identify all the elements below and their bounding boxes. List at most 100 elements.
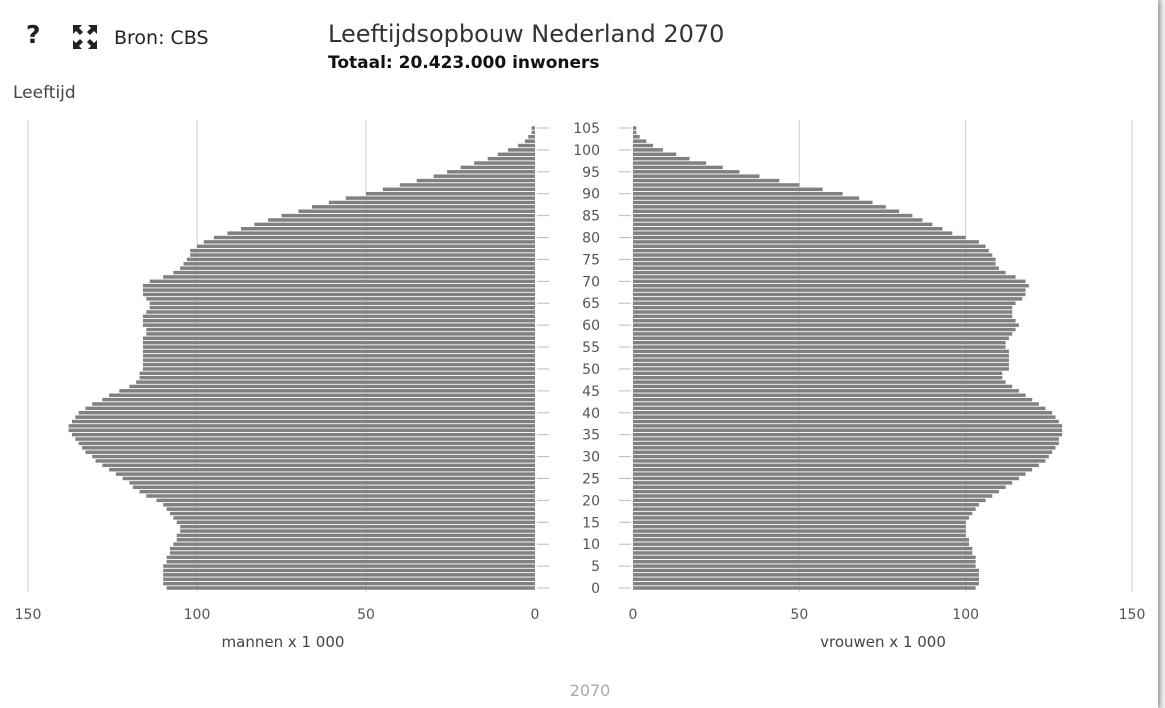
bar-female bbox=[633, 222, 933, 227]
bar-male bbox=[139, 375, 536, 380]
bar-male bbox=[518, 143, 535, 148]
bar-male bbox=[122, 476, 535, 481]
bar-female bbox=[633, 564, 976, 568]
bar-female bbox=[633, 314, 1013, 319]
bar-male bbox=[180, 266, 535, 270]
bar-female bbox=[633, 244, 986, 249]
bar-male bbox=[139, 489, 536, 494]
bar-female bbox=[633, 459, 1046, 463]
bar-female bbox=[633, 568, 979, 573]
bar-female bbox=[633, 371, 1003, 376]
bar-male bbox=[176, 533, 535, 538]
age-tick-label: 45 bbox=[582, 384, 600, 400]
bar-male bbox=[142, 345, 536, 349]
bar-female bbox=[633, 454, 1049, 459]
bar-male bbox=[163, 275, 535, 279]
bar-male bbox=[433, 174, 535, 178]
bar-male bbox=[146, 297, 536, 301]
bar-female bbox=[633, 573, 979, 577]
bar-female bbox=[633, 538, 969, 542]
bar-female bbox=[633, 507, 976, 511]
year-label: 2070 bbox=[570, 681, 611, 700]
age-tick-label: 80 bbox=[582, 231, 600, 247]
age-tick-label: 50 bbox=[582, 362, 600, 378]
bar-male bbox=[149, 279, 535, 284]
bar-male bbox=[142, 314, 536, 319]
bar-female bbox=[633, 559, 976, 564]
bar-male bbox=[474, 161, 535, 165]
bar-male bbox=[163, 568, 535, 573]
bar-male bbox=[78, 411, 535, 415]
bar-female bbox=[633, 472, 1026, 476]
bar-female bbox=[633, 520, 966, 525]
bar-male bbox=[109, 467, 536, 472]
bar-female bbox=[633, 476, 1019, 481]
bar-female bbox=[633, 336, 1009, 341]
bar-female bbox=[633, 529, 966, 533]
x-tick-label-right: 50 bbox=[790, 607, 808, 623]
bar-female bbox=[633, 218, 923, 222]
bar-male bbox=[132, 485, 535, 489]
bar-female bbox=[633, 152, 677, 157]
bar-male bbox=[68, 424, 535, 428]
help-button[interactable]: ? bbox=[26, 20, 41, 49]
bar-female bbox=[633, 257, 996, 262]
bar-female bbox=[633, 319, 1016, 323]
bar-female bbox=[633, 533, 966, 538]
bar-male bbox=[102, 397, 536, 402]
bar-female bbox=[633, 266, 999, 270]
bar-female bbox=[633, 437, 1059, 441]
bar-male bbox=[524, 139, 535, 143]
age-tick-label: 15 bbox=[582, 515, 600, 531]
age-tick-label: 5 bbox=[591, 559, 600, 575]
bar-male bbox=[136, 380, 535, 384]
bar-male bbox=[82, 446, 535, 450]
bar-male bbox=[176, 520, 535, 525]
bar-male bbox=[142, 358, 536, 362]
bar-female bbox=[633, 450, 1053, 454]
bar-female bbox=[633, 139, 647, 143]
bar-female bbox=[633, 209, 900, 213]
bar-male bbox=[281, 213, 535, 218]
age-tick-label: 0 bbox=[591, 581, 600, 597]
bar-female bbox=[633, 130, 637, 135]
bar-male bbox=[109, 393, 536, 397]
bar-female bbox=[633, 542, 969, 546]
bar-female bbox=[633, 135, 640, 139]
bar-male bbox=[163, 581, 535, 586]
bar-male bbox=[146, 327, 536, 332]
age-tick-label: 10 bbox=[582, 537, 600, 553]
bar-female bbox=[633, 577, 979, 581]
bar-female bbox=[633, 419, 1059, 424]
bar-female bbox=[633, 275, 1016, 279]
x-tick-label-right: 0 bbox=[629, 607, 638, 623]
bar-female bbox=[633, 581, 979, 586]
bar-female bbox=[633, 183, 800, 187]
bar-female bbox=[633, 428, 1063, 433]
bar-female bbox=[633, 262, 996, 266]
bar-female bbox=[633, 253, 993, 257]
bar-female bbox=[633, 498, 986, 503]
bar-female bbox=[633, 196, 860, 200]
bar-male bbox=[142, 319, 536, 323]
bar-male bbox=[416, 178, 535, 183]
bar-male bbox=[129, 481, 535, 485]
bar-male bbox=[298, 209, 535, 213]
bar-female bbox=[633, 441, 1059, 446]
bar-male bbox=[85, 450, 536, 454]
bar-female bbox=[633, 402, 1039, 406]
bar-female bbox=[633, 467, 1033, 472]
age-tick-label: 85 bbox=[582, 209, 600, 225]
bar-female bbox=[633, 415, 1056, 419]
fullscreen-icon[interactable] bbox=[70, 22, 100, 52]
bar-male bbox=[139, 371, 536, 376]
x-axis-label-men: mannen x 1 000 bbox=[222, 633, 345, 651]
bar-female bbox=[633, 143, 653, 148]
bar-female bbox=[633, 301, 1016, 305]
bar-female bbox=[633, 161, 707, 165]
bar-male bbox=[78, 441, 535, 446]
bar-female bbox=[633, 358, 1009, 362]
bar-male bbox=[142, 283, 536, 288]
